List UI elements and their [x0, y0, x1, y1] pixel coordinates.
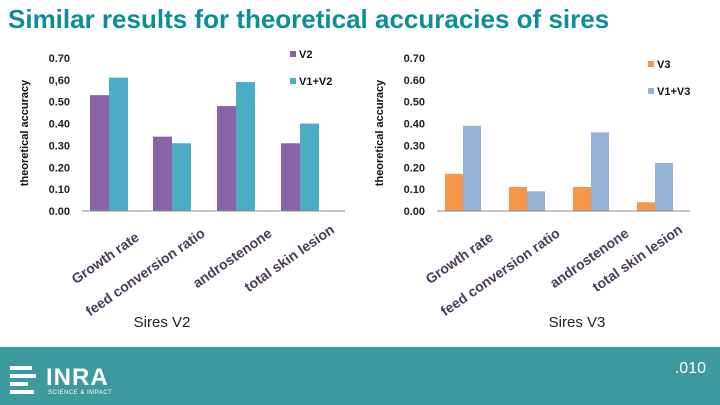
category-label: feed conversion ratio: [83, 225, 208, 319]
chart-subtitle: Sires V3: [549, 314, 606, 331]
bar-v3: [445, 173, 463, 211]
bar-v1-plus-v2: [236, 82, 255, 212]
y-axis-title: theoretical accuracy: [374, 79, 386, 186]
bar-v1-plus-v2: [300, 123, 319, 211]
legend-label: V3: [657, 59, 670, 71]
y-tick-label: 0.30: [404, 140, 425, 152]
bar-v3: [509, 186, 527, 211]
page-number: .010: [674, 360, 706, 377]
bar-v1-plus-v2: [172, 143, 191, 211]
y-tick-label: 0,60: [49, 75, 70, 87]
slide-title: Similar results for theoretical accuraci…: [8, 4, 610, 34]
bar-v2: [90, 95, 109, 211]
bar-v3: [573, 186, 591, 211]
inra-logo: INRA SCIENCE & IMPACT: [8, 360, 148, 400]
y-tick-label: 0.20: [49, 162, 70, 174]
bar-v2: [281, 143, 300, 211]
bar-v2: [217, 106, 236, 211]
legend-swatch: [648, 61, 654, 67]
y-axis-title: theoretical accuracy: [19, 79, 31, 186]
bar-v1-plus-v3: [591, 132, 609, 211]
y-tick-label: 0.40: [404, 119, 425, 131]
bar-v2: [153, 136, 172, 211]
category-label: feed conversion ratio: [438, 225, 563, 319]
y-tick-label: 0.00: [49, 206, 70, 218]
logo-tagline: SCIENCE & IMPACT: [48, 390, 113, 396]
y-tick-label: 0.40: [49, 119, 70, 131]
y-tick-label: 0.10: [49, 184, 70, 196]
bar-v1-plus-v3: [463, 125, 481, 211]
bar-v1-plus-v3: [527, 191, 545, 211]
y-tick-label: 0.50: [404, 97, 425, 109]
y-tick-label: 0.10: [404, 184, 425, 196]
y-tick-label: 0.00: [404, 206, 425, 218]
category-label: total skin lesion: [589, 221, 685, 295]
chart-2: 0.00 0.10 0.20 0.30 0.40 0.50 0.60 0.70 V3 V1+V3 t…: [374, 53, 690, 331]
y-tick-label: 0.30: [49, 140, 70, 152]
chart-1: 0.00 0.10 0.20 0.30 0.40 0.50 0,60 0.70 V2 V1+V2 t…: [19, 49, 345, 331]
bar-v1-plus-v2: [109, 77, 128, 212]
y-tick-label: 0.20: [404, 162, 425, 174]
y-tick-label: 0.60: [404, 75, 425, 87]
inra-logo-mark-icon: [10, 366, 36, 394]
legend-swatch: [290, 51, 296, 57]
chart-subtitle: Sires V2: [134, 314, 191, 331]
legend-swatch: [648, 88, 654, 94]
y-tick-label: 0.70: [49, 53, 70, 65]
logo-wordmark: INRA: [46, 364, 109, 391]
legend-label: V2: [299, 49, 312, 61]
legend-swatch: [290, 78, 296, 84]
legend-label: V1+V2: [299, 76, 332, 88]
bar-v1-plus-v3: [655, 162, 673, 211]
footer-band: [0, 347, 720, 405]
bar-v3: [637, 202, 655, 211]
legend-label: V1+V3: [657, 86, 690, 98]
y-tick-label: 0.50: [49, 97, 70, 109]
y-tick-label: 0.70: [404, 53, 425, 65]
